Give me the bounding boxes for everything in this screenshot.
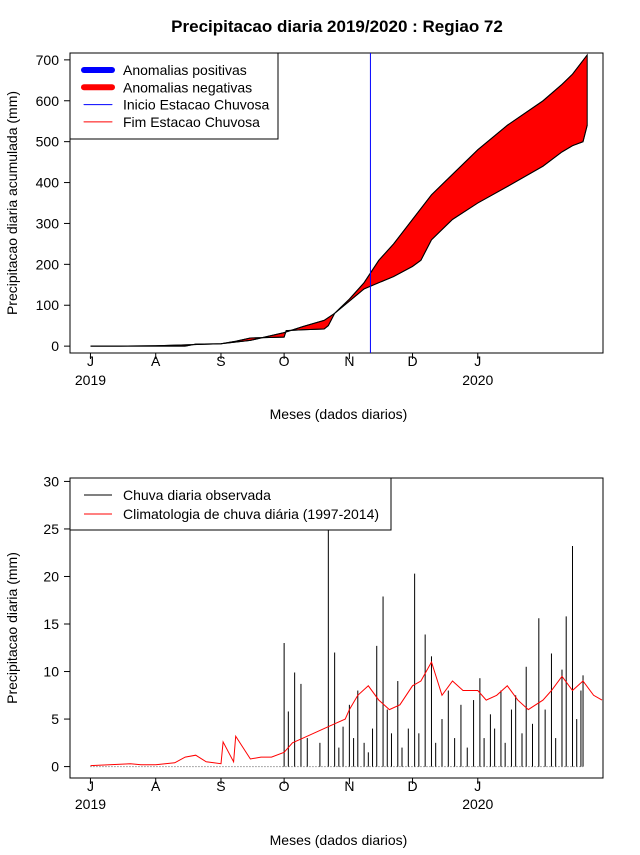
- x-tick-label: N: [344, 353, 354, 369]
- x-tick-label: J: [474, 778, 481, 794]
- x-axis-label: Meses (dados diarios): [270, 406, 408, 422]
- x-tick-label: A: [151, 353, 161, 369]
- climatology-daily-line: [90, 660, 603, 767]
- observed-accumulated-line: [90, 125, 588, 347]
- x-tick-label: S: [216, 353, 225, 369]
- year-label: 2019: [75, 372, 106, 388]
- y-tick-label: 100: [36, 297, 60, 313]
- x-tick-label: N: [344, 778, 354, 794]
- y-tick-label: 20: [43, 568, 59, 584]
- y-tick-label: 200: [36, 256, 60, 272]
- y-tick-label: 0: [51, 759, 59, 775]
- year-label: 2020: [462, 372, 493, 388]
- legend-box: [69, 477, 392, 531]
- y-tick-label: 0: [51, 338, 59, 354]
- x-tick-label: S: [216, 778, 225, 794]
- x-tick-label: J: [87, 353, 94, 369]
- x-tick-label: D: [407, 778, 417, 794]
- plot-frame: [69, 52, 604, 354]
- y-tick-label: 5: [51, 711, 59, 727]
- y-tick-label: 10: [43, 664, 59, 680]
- y-tick-label: 300: [36, 215, 60, 231]
- y-axis-label: Precipitacao diaria acumulada (mm): [4, 91, 20, 315]
- x-tick-label: O: [279, 353, 290, 369]
- x-tick-label: A: [151, 778, 161, 794]
- y-tick-label: 700: [36, 52, 60, 68]
- legend-item-label: Inicio Estacao Chuvosa: [123, 97, 270, 113]
- legend-item-label: Climatologia de chuva diária (1997-2014): [123, 506, 379, 522]
- legend-item-label: Anomalias negativas: [123, 79, 252, 95]
- chart-title: Precipitacao diaria 2019/2020 : Regiao 7…: [171, 17, 503, 36]
- year-label: 2020: [462, 796, 493, 812]
- x-tick-label: O: [279, 778, 290, 794]
- y-tick-label: 15: [43, 616, 59, 632]
- legend-item-label: Chuva diaria observada: [123, 487, 271, 503]
- x-tick-label: J: [87, 778, 94, 794]
- legend-item-label: Anomalias positivas: [123, 62, 247, 78]
- y-axis-label: Precipitacao diaria (mm): [4, 552, 20, 704]
- y-tick-label: 25: [43, 521, 59, 537]
- x-axis-label: Meses (dados diarios): [270, 832, 408, 848]
- y-tick-label: 30: [43, 473, 59, 489]
- x-tick-label: D: [407, 353, 417, 369]
- legend-item-label: Fim Estacao Chuvosa: [123, 114, 260, 130]
- x-tick-label: J: [474, 353, 481, 369]
- y-tick-label: 500: [36, 134, 60, 150]
- y-tick-label: 400: [36, 175, 60, 191]
- y-tick-label: 600: [36, 93, 60, 109]
- year-label: 2019: [75, 796, 106, 812]
